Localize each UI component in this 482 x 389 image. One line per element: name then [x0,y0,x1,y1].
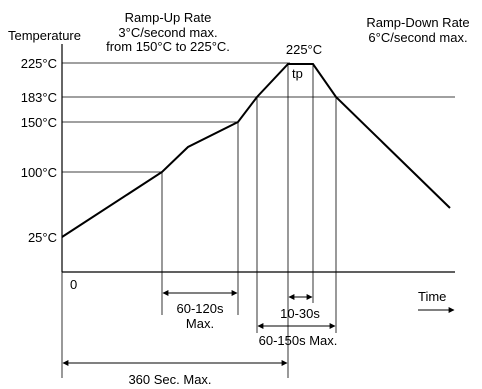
y-axis-title: Temperature [8,28,81,43]
x-axis-title: Time [418,289,446,304]
ramp-up-title: Ramp-Up Rate [125,10,212,25]
temp-label-100: 100°C [21,165,57,180]
ramp-up-rate: 3°C/second max. [118,25,217,40]
liquidus-interval-label: 60-150s Max. [259,333,338,348]
preheat-interval-max: Max. [186,316,214,331]
tp-label: tp [292,66,303,81]
peak-temperature-label: 225°C [286,42,322,57]
temp-label-150: 150°C [21,115,57,130]
ramp-up-range: from 150°C to 225°C. [106,39,230,54]
ramp-down-rate: 6°C/second max. [368,30,467,45]
temperature-profile-curve [61,63,451,238]
temp-label-183: 183°C [21,90,57,105]
origin-label: 0 [70,277,77,292]
ramp-down-title: Ramp-Down Rate [366,15,469,30]
temp-label-25: 25°C [28,230,57,245]
peak-time-label: 10-30s [280,306,320,321]
total-interval-label: 360 Sec. Max. [128,372,211,387]
temp-label-225: 225°C [21,56,57,71]
preheat-interval-label: 60-120s [177,301,224,316]
